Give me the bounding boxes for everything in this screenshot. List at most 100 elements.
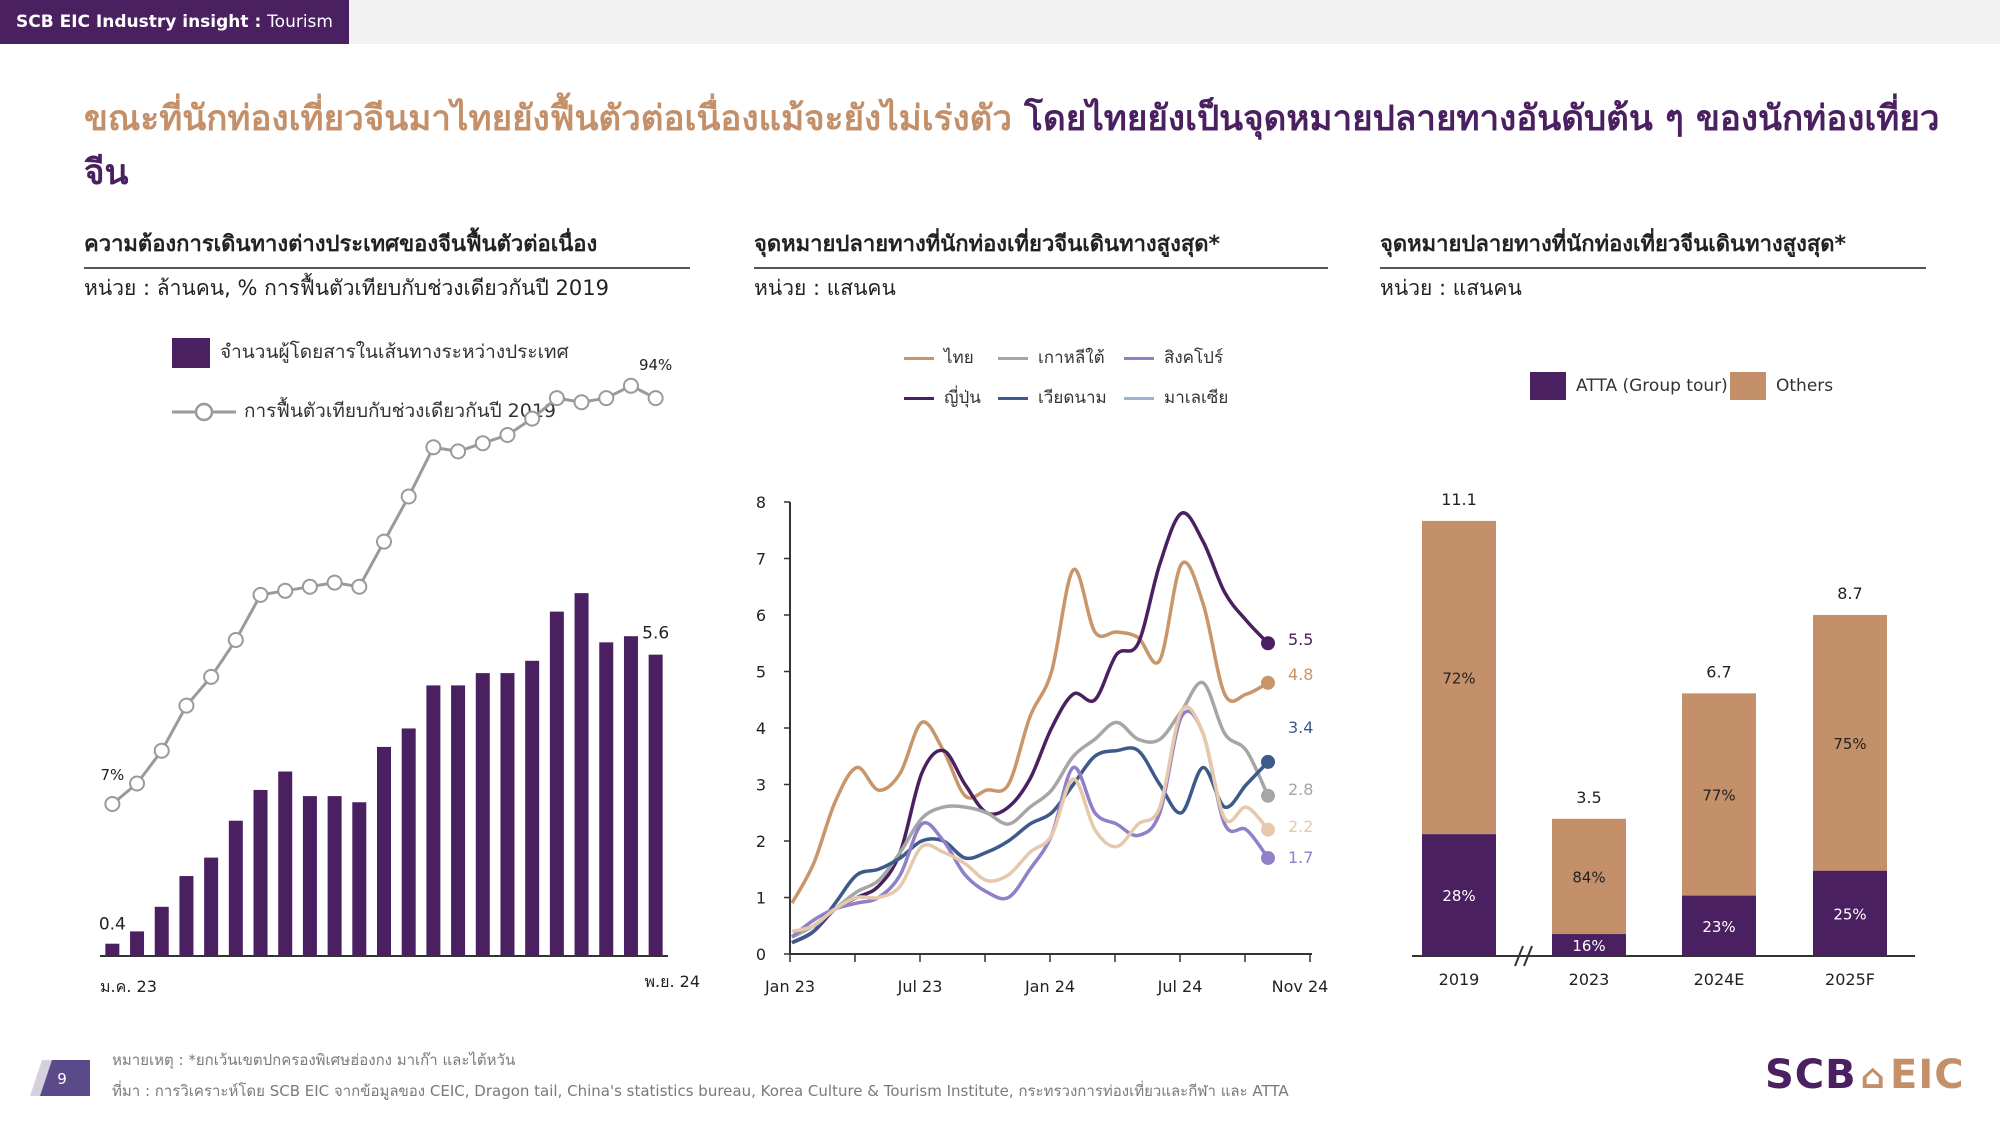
- passenger-bar: [525, 660, 540, 956]
- recovery-marker: [548, 390, 565, 407]
- passenger-bar: [302, 796, 317, 956]
- footnote-note: หมายเหตุ : *ยกเว้นเขตปกครองพิเศษฮ่องกง ม…: [112, 1051, 516, 1069]
- page-number-badge: 9: [30, 1060, 90, 1096]
- recovery-marker: [203, 668, 220, 685]
- legend-south-korea: เกาหลีใต้: [998, 344, 1105, 371]
- mid-y-tick-label: 5: [756, 663, 766, 682]
- legend-thailand-label: ไทย: [944, 348, 974, 368]
- passenger-bar: [648, 654, 663, 956]
- category-label: 2024E: [1694, 970, 1745, 989]
- atta-segment: [1422, 834, 1496, 956]
- headline-part-1: ขณะที่นักท่องเที่ยวจีนมาไทยยังฟื้นตัวต่อ…: [84, 99, 1025, 139]
- category-label: 2025F: [1825, 970, 1875, 989]
- passenger-bar: [179, 876, 194, 956]
- report-tag: SCB EIC Industry insight : Tourism: [0, 0, 349, 44]
- series-end-marker: [1261, 636, 1275, 651]
- recovery-marker: [351, 578, 368, 595]
- recovery-first-label: 7%: [100, 766, 124, 784]
- report-tag-topic: Tourism: [267, 12, 333, 32]
- recovery-marker: [277, 582, 294, 599]
- mid-y-tick-label: 8: [756, 493, 766, 512]
- legend-thailand: ไทย: [904, 344, 974, 371]
- series-line-2-2: [791, 705, 1270, 934]
- recovery-marker: [301, 578, 318, 595]
- recovery-marker: [622, 377, 639, 394]
- axis-break-mark-2: [1523, 945, 1533, 967]
- passenger-bar: [623, 636, 638, 956]
- recovery-last-label: 94%: [639, 356, 672, 374]
- passenger-bar: [204, 857, 219, 956]
- legend-atta: ATTA (Group tour): [1530, 372, 1728, 400]
- mid-y-tick-label: 4: [756, 719, 766, 738]
- others-segment: [1813, 614, 1887, 871]
- others-share-label: 84%: [1572, 868, 1605, 886]
- left-x-start-label: ม.ค. 23: [100, 977, 157, 996]
- others-segment: [1682, 693, 1756, 896]
- recovery-marker: [252, 586, 269, 603]
- left-section-unit: หน่วย : ล้านคน, % การฟื้นตัวเทียบกับช่วง…: [84, 276, 609, 300]
- legend-singapore-label: สิงคโปร์: [1164, 348, 1224, 368]
- passenger-bar: [599, 642, 614, 956]
- logo-house-icon: ⌂: [1860, 1057, 1886, 1097]
- stack-total-label: 11.1: [1441, 490, 1477, 509]
- recovery-marker: [178, 697, 195, 714]
- legend-passengers: จำนวนผู้โดยสารในเส้นทางระหว่างประเทศ: [172, 337, 569, 368]
- recovery-marker: [153, 742, 170, 759]
- mid-y-tick-label: 1: [756, 889, 766, 908]
- legend-recovery-label: การฟื้นตัวเทียบกับช่วงเดียวกันปี 2019: [244, 400, 557, 422]
- atta-share-label: 28%: [1442, 887, 1475, 905]
- passenger-last-label: 5.6: [642, 624, 669, 644]
- series-end-marker: [1261, 754, 1275, 769]
- series-end-marker: [1261, 788, 1275, 803]
- passenger-bar: [451, 685, 466, 956]
- recovery-marker: [474, 435, 491, 452]
- recovery-marker: [400, 488, 417, 505]
- legend-recovery: การฟื้นตัวเทียบกับช่วงเดียวกันปี 2019: [172, 396, 556, 426]
- mid-y-tick-label: 0: [756, 945, 766, 964]
- legend-vietnam: เวียดนาม: [998, 384, 1107, 411]
- mid-y-tick-label: 3: [756, 776, 766, 795]
- recovery-marker: [129, 775, 146, 792]
- recovery-marker: [647, 390, 664, 407]
- right-section-title: จุดหมายปลายทางที่นักท่องเที่ยวจีนเดินทาง…: [1380, 226, 1926, 269]
- passenger-first-label: 0.4: [99, 915, 126, 935]
- axis-break-mark-1: [1514, 945, 1524, 967]
- series-end-label: 4.8: [1288, 665, 1313, 684]
- passenger-bar: [426, 685, 441, 956]
- mid-y-tick-label: 7: [756, 550, 766, 569]
- legend-malaysia-label: มาเลเซีย: [1164, 388, 1229, 408]
- mid-x-tick-label: Jan 24: [1024, 977, 1075, 996]
- atta-share-label: 25%: [1833, 905, 1866, 923]
- others-share-label: 77%: [1702, 786, 1735, 804]
- series-end-marker: [1261, 822, 1275, 837]
- legend-others-label: Others: [1776, 376, 1834, 396]
- mid-x-tick-label: Jul 24: [1157, 977, 1203, 996]
- recovery-marker: [104, 796, 121, 812]
- atta-share-label: 16%: [1572, 937, 1605, 955]
- series-line-4-8: [790, 560, 1269, 904]
- passenger-bar: [574, 593, 589, 956]
- passenger-bar: [500, 673, 515, 956]
- report-tag-main: SCB EIC Industry insight :: [16, 12, 268, 32]
- page-number: 9: [57, 1070, 67, 1088]
- others-share-label: 75%: [1833, 735, 1866, 753]
- passenger-bar: [253, 789, 268, 956]
- legend-japan: ญี่ปุ่น: [904, 384, 981, 411]
- mid-x-tick-label: Nov 24: [1272, 977, 1329, 996]
- recovery-marker: [524, 410, 541, 427]
- legend-recovery-swatch: [172, 402, 236, 421]
- legend-south-korea-label: เกาหลีใต้: [1038, 348, 1105, 368]
- recovery-marker: [450, 443, 467, 460]
- logo-eic: EIC: [1890, 1052, 1965, 1098]
- series-end-label: 2.8: [1288, 780, 1313, 799]
- mid-x-tick-label: Jul 23: [897, 977, 943, 996]
- others-share-label: 72%: [1442, 670, 1475, 688]
- page-headline: ขณะที่นักท่องเที่ยวจีนมาไทยยังฟื้นตัวต่อ…: [84, 92, 1944, 200]
- mid-y-tick-label: 6: [756, 606, 766, 625]
- series-end-label: 2.2: [1288, 817, 1313, 836]
- series-end-marker: [1261, 850, 1275, 865]
- recovery-marker: [499, 427, 516, 443]
- recovery-marker: [227, 632, 244, 648]
